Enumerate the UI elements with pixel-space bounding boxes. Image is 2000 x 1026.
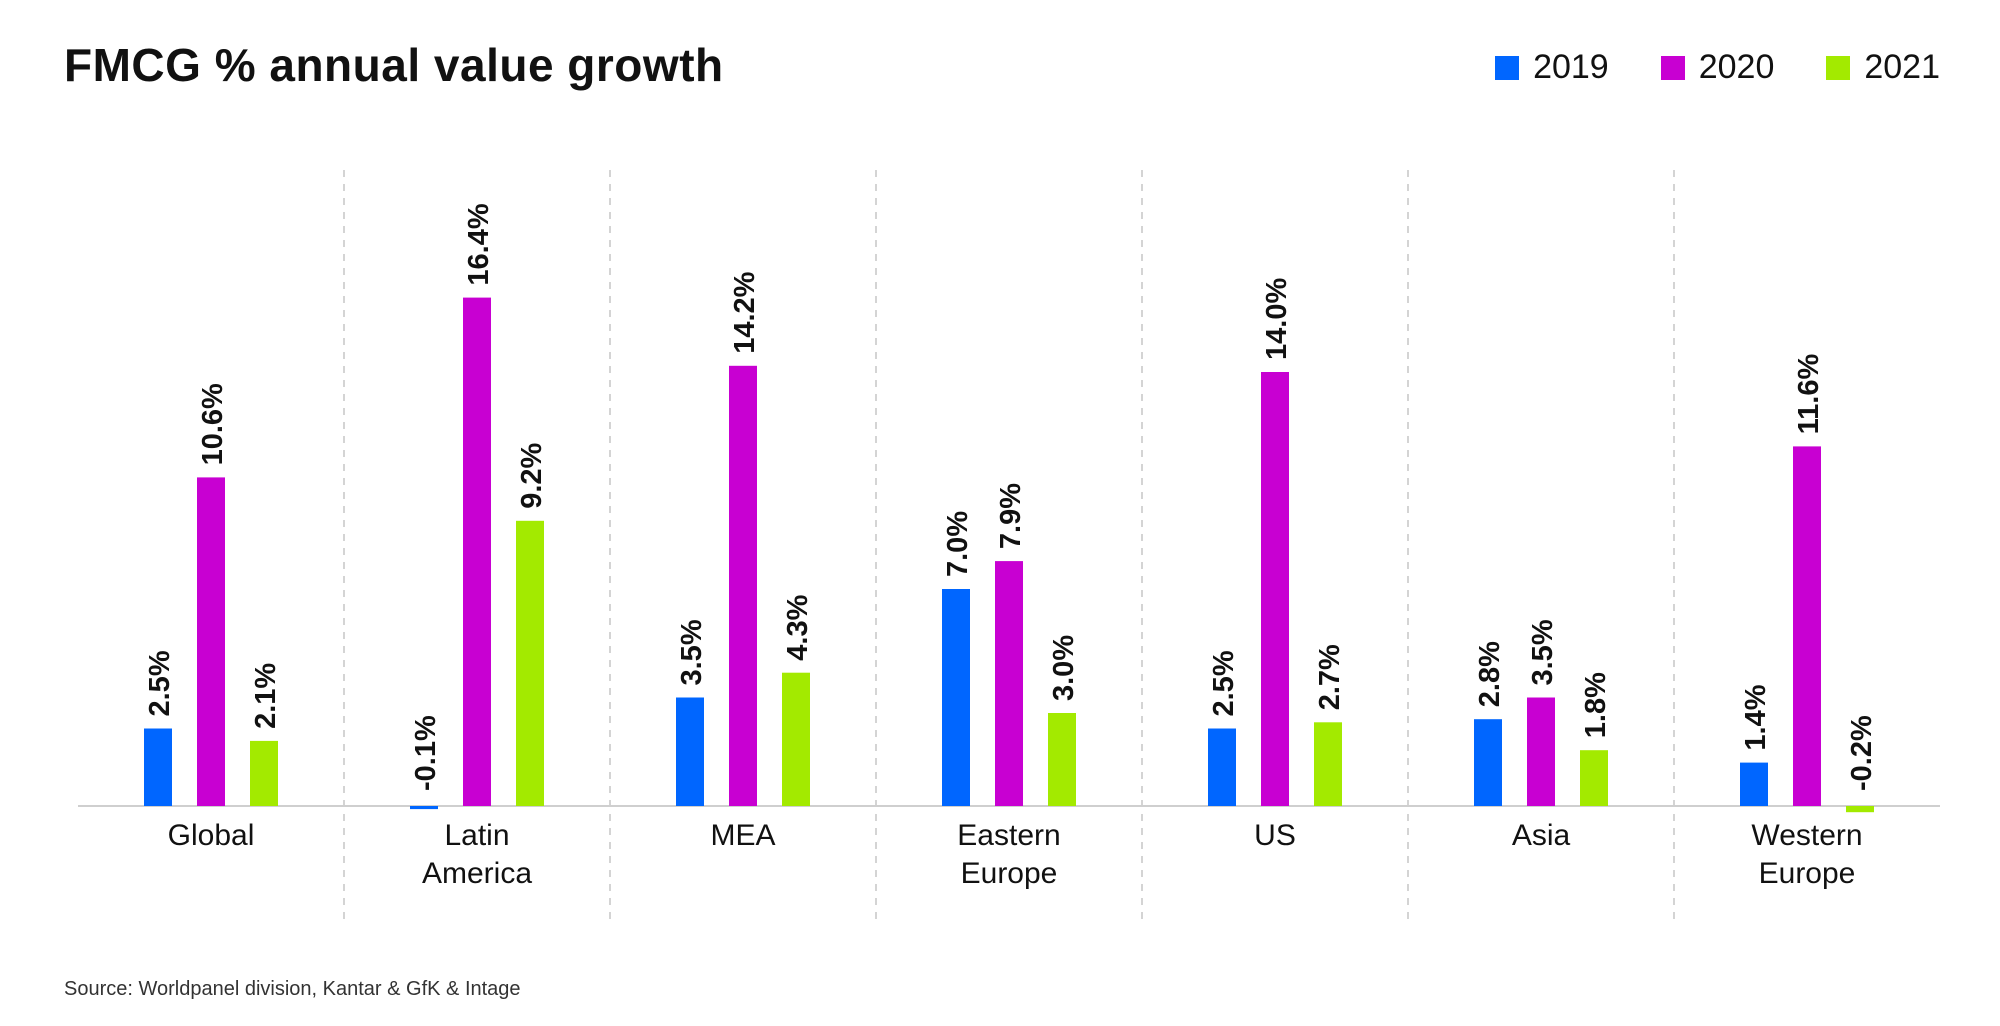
category-label-0: Global (168, 819, 255, 852)
value-label-2020-3: 7.9% (995, 483, 1027, 549)
category-label-1: Latin (444, 819, 509, 852)
bar-2020-4 (1261, 372, 1289, 806)
bar-2020-3 (995, 561, 1023, 806)
bar-2019-4 (1208, 728, 1236, 806)
bar-2020-2 (729, 365, 757, 806)
value-label-2020-1: 16.4% (463, 203, 495, 285)
value-label-2021-0: 2.1% (250, 663, 282, 729)
value-label-2021-5: 1.8% (1580, 672, 1612, 738)
bar-2019-6 (1740, 762, 1768, 806)
bar-2019-5 (1474, 719, 1502, 806)
bar-2021-6 (1846, 806, 1874, 813)
value-label-2020-6: 11.6% (1793, 354, 1825, 435)
bar-2019-2 (676, 697, 704, 806)
value-label-2019-0: 2.5% (144, 650, 176, 716)
bar-2021-0 (250, 740, 278, 806)
value-label-2021-3: 3.0% (1048, 635, 1080, 701)
bar-2020-0 (197, 477, 225, 806)
value-label-2020-0: 10.6% (197, 383, 229, 465)
category-label-6: Western (1751, 819, 1862, 852)
bar-2019-0 (144, 728, 172, 806)
legend-swatch-2021 (1826, 55, 1851, 80)
legend-label-2019: 2019 (1533, 48, 1609, 86)
category-label-5: Asia (1512, 819, 1571, 852)
bar-2020-6 (1793, 446, 1821, 806)
bar-2021-5 (1580, 750, 1608, 806)
value-label-2019-3: 7.0% (942, 511, 974, 577)
legend-item-2020: 2020 (1660, 48, 1775, 87)
bar-2021-2 (782, 672, 810, 806)
value-label-2019-6: 1.4% (1740, 684, 1772, 750)
value-label-2020-4: 14.0% (1261, 278, 1293, 360)
value-label-2021-1: 9.2% (516, 442, 548, 508)
chart-title: FMCG % annual value growth (64, 39, 724, 91)
legend: 2019 2020 2021 (1495, 48, 1940, 87)
legend-swatch-2020 (1660, 55, 1685, 80)
category-label-4: US (1254, 819, 1296, 852)
legend-item-2021: 2021 (1826, 48, 1940, 87)
category-label-1: America (422, 857, 532, 890)
bar-2020-1 (463, 297, 491, 806)
bar-2019-3 (942, 589, 970, 806)
value-label-2020-5: 3.5% (1527, 619, 1559, 685)
value-label-2019-2: 3.5% (676, 619, 708, 685)
bar-2019-1 (410, 806, 438, 810)
source-note: Source: Worldpanel division, Kantar & Gf… (64, 978, 521, 1000)
category-label-3: Eastern (957, 819, 1060, 852)
value-label-2019-5: 2.8% (1474, 641, 1506, 707)
legend-label-2020: 2020 (1698, 48, 1775, 86)
bar-2021-4 (1314, 722, 1342, 806)
value-label-2021-4: 2.7% (1314, 644, 1346, 710)
legend-swatch-2019 (1495, 55, 1520, 80)
value-label-2021-6: -0.2% (1846, 715, 1878, 791)
category-label-2: MEA (710, 819, 775, 852)
value-label-2019-4: 2.5% (1208, 650, 1240, 716)
value-label-2020-2: 14.2% (729, 271, 761, 353)
value-label-2021-2: 4.3% (782, 594, 814, 660)
legend-item-2019: 2019 (1495, 48, 1609, 87)
bar-2020-5 (1527, 697, 1555, 806)
category-label-3: Europe (961, 857, 1058, 890)
bar-2021-1 (516, 520, 544, 806)
value-label-2019-1: -0.1% (410, 715, 442, 791)
bar-2021-3 (1048, 713, 1076, 806)
legend-label-2021: 2021 (1864, 48, 1940, 86)
category-label-6: Europe (1759, 857, 1856, 890)
